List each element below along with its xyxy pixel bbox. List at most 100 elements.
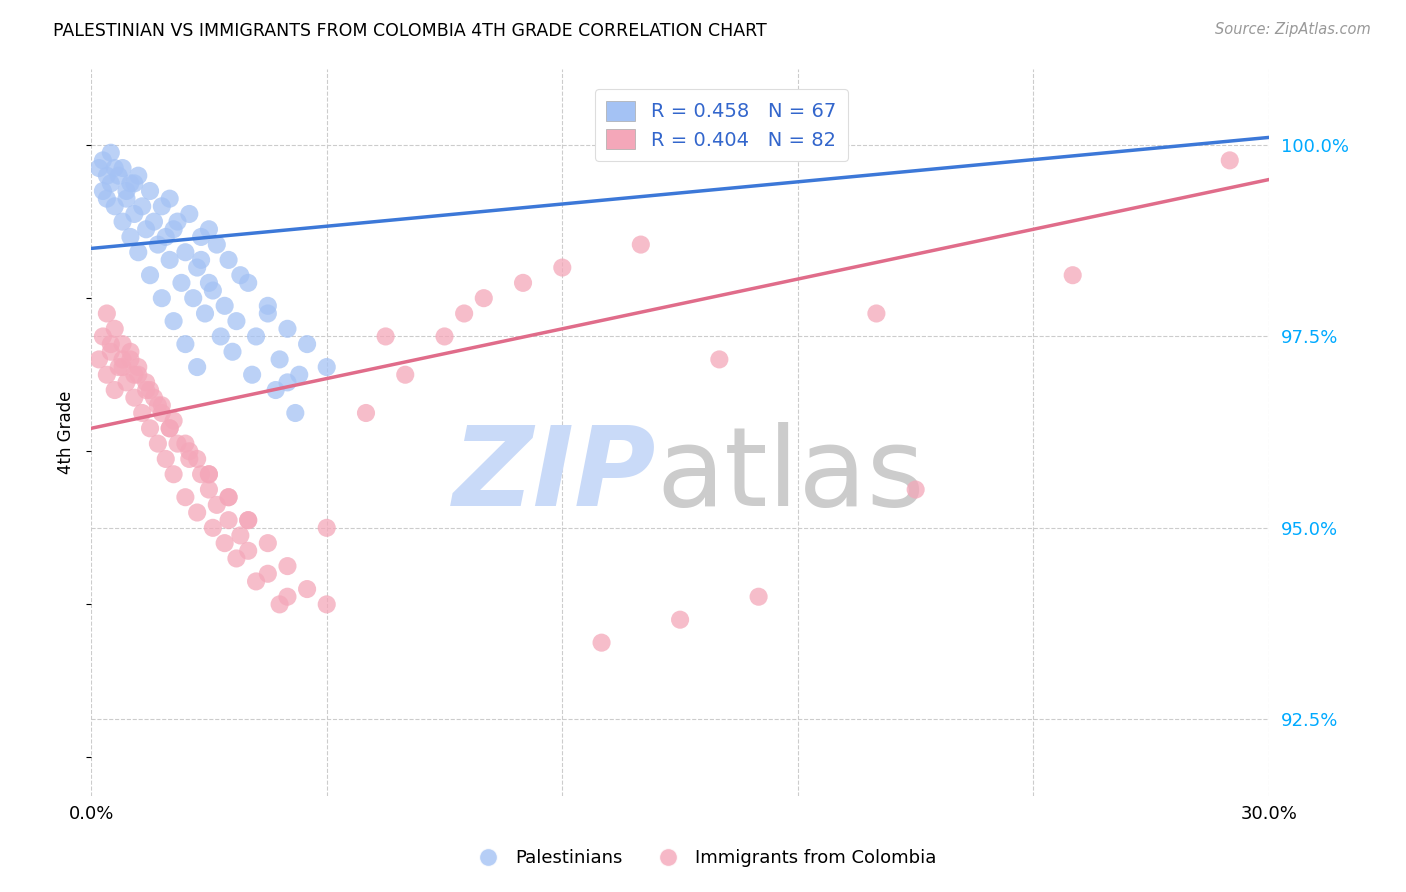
Point (194, 306, 217, 320)
Point (174, 436, 197, 450)
Point (159, 421, 181, 435)
Point (218, 513, 240, 527)
Point (630, 237, 652, 252)
Point (146, 237, 169, 252)
Point (150, 291, 173, 305)
Point (150, 199, 173, 213)
Point (284, 406, 307, 420)
Point (155, 451, 177, 466)
Point (91, 329, 114, 343)
Point (276, 322, 298, 336)
Point (264, 383, 287, 397)
Point (221, 344, 243, 359)
Point (143, 391, 166, 405)
Point (162, 414, 184, 428)
Point (107, 169, 129, 183)
Point (256, 306, 278, 320)
Point (190, 252, 212, 267)
Point (127, 169, 149, 183)
Point (174, 245, 197, 260)
Point (127, 368, 149, 382)
Point (229, 528, 252, 542)
Point (166, 436, 188, 450)
Point (91, 184, 114, 198)
Point (104, 199, 127, 213)
Point (472, 291, 495, 305)
Point (669, 613, 692, 627)
Point (143, 214, 166, 228)
Point (205, 498, 228, 512)
Point (139, 421, 162, 435)
Point (104, 161, 127, 175)
Point (295, 582, 318, 596)
Point (179, 207, 201, 221)
Point (238, 513, 260, 527)
Point (865, 306, 887, 320)
Point (100, 344, 122, 359)
Point (205, 237, 228, 252)
Point (218, 490, 240, 504)
Point (87, 161, 110, 175)
Point (111, 161, 134, 175)
Point (115, 376, 138, 390)
Point (124, 177, 146, 191)
Point (904, 483, 927, 497)
Point (295, 337, 318, 351)
Point (238, 276, 260, 290)
Point (433, 329, 456, 343)
Point (315, 360, 337, 375)
Point (104, 383, 127, 397)
Point (111, 337, 134, 351)
Point (115, 192, 138, 206)
Point (135, 383, 157, 397)
Point (218, 252, 240, 267)
Point (209, 329, 232, 343)
Point (198, 222, 221, 236)
Point (186, 260, 208, 275)
Text: Source: ZipAtlas.com: Source: ZipAtlas.com (1215, 22, 1371, 37)
Point (107, 360, 129, 375)
Point (315, 521, 337, 535)
Point (162, 222, 184, 236)
Point (198, 467, 221, 482)
Point (135, 376, 157, 390)
Point (162, 314, 184, 328)
Text: atlas: atlas (657, 422, 925, 529)
Point (96, 368, 118, 382)
Point (214, 299, 236, 313)
Point (288, 368, 311, 382)
Point (186, 451, 208, 466)
Point (120, 177, 142, 191)
Point (170, 276, 193, 290)
Point (512, 276, 534, 290)
Point (131, 199, 153, 213)
Point (225, 551, 247, 566)
Point (190, 467, 212, 482)
Point (146, 398, 169, 412)
Point (124, 368, 146, 382)
Point (748, 590, 770, 604)
Point (120, 344, 142, 359)
Point (166, 214, 188, 228)
Point (394, 368, 416, 382)
Point (198, 276, 221, 290)
Point (146, 436, 169, 450)
Point (100, 177, 122, 191)
Point (174, 490, 197, 504)
Point (269, 352, 291, 367)
Point (124, 207, 146, 221)
Point (276, 559, 298, 574)
Point (256, 536, 278, 550)
Point (91, 153, 114, 168)
Point (131, 406, 153, 420)
Point (181, 291, 204, 305)
Y-axis label: 4th Grade: 4th Grade (58, 391, 75, 474)
Point (276, 376, 298, 390)
Point (96, 169, 118, 183)
Point (218, 490, 240, 504)
Point (238, 513, 260, 527)
Point (190, 230, 212, 244)
Point (276, 590, 298, 604)
Point (159, 192, 181, 206)
Point (214, 536, 236, 550)
